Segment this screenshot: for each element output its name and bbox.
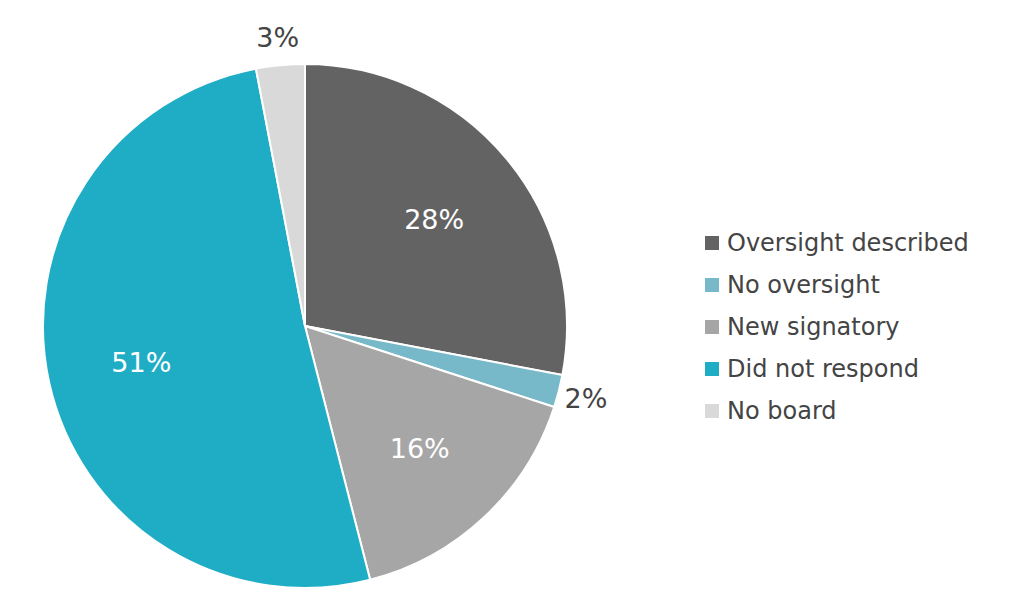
legend-item: New signatory	[705, 313, 899, 341]
legend-label: New signatory	[727, 313, 899, 341]
legend-label: No board	[727, 397, 837, 425]
legend-label: Did not respond	[727, 355, 919, 383]
legend-swatch	[705, 320, 719, 334]
data-label: 2%	[564, 383, 607, 414]
data-label: 16%	[390, 433, 450, 464]
pie-slice	[256, 64, 305, 326]
legend-swatch	[705, 236, 719, 250]
data-label: 3%	[256, 22, 299, 53]
pie-slice	[305, 64, 567, 375]
legend-label: Oversight described	[727, 229, 969, 257]
legend-label: No oversight	[727, 271, 880, 299]
chart-container: 28% 2% 16% 51% 3% Oversight described No overs…	[0, 0, 1024, 603]
legend-swatch	[705, 404, 719, 418]
legend-item: Oversight described	[705, 229, 969, 257]
legend-item: No oversight	[705, 271, 880, 299]
legend-item: No board	[705, 397, 837, 425]
chart: 28% 2% 16% 51% 3% Oversight described No overs…	[0, 0, 1024, 603]
legend: Oversight described No oversight New signa…	[705, 229, 969, 425]
legend-item: Did not respond	[705, 355, 919, 383]
pie-slice	[43, 69, 370, 588]
data-label: 51%	[111, 347, 171, 378]
legend-swatch	[705, 278, 719, 292]
pie	[43, 64, 567, 588]
data-labels: 28% 2% 16% 51% 3%	[111, 22, 607, 464]
legend-swatch	[705, 362, 719, 376]
data-label: 28%	[404, 204, 464, 235]
